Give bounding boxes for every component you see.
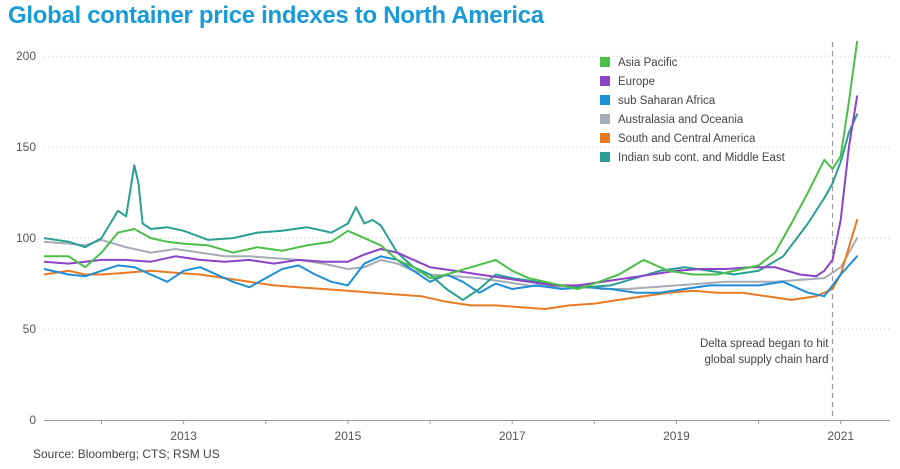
legend-swatch-europe (600, 76, 610, 86)
y-tick-label: 100 (16, 231, 36, 245)
grid (44, 55, 890, 330)
x-tick-label: 2021 (827, 429, 854, 443)
axes: 0 50 100 150 200 2013 2015 2017 2019 2021 (16, 49, 890, 443)
series-line-asia-pacific (44, 40, 859, 290)
series-lines (44, 40, 859, 310)
legend: Asia Pacific Europe sub Saharan Africa Aust… (600, 57, 786, 164)
y-tick-label: 0 (29, 413, 36, 427)
legend-swatch-sub-saharan-africa (600, 95, 610, 105)
legend-label-australasia-and-oceania: Australasia and Oceania (618, 114, 744, 126)
y-tick-label: 200 (16, 49, 36, 63)
series-line-sub-saharan-africa (44, 255, 859, 298)
annotation-text: global supply chain hard (704, 354, 828, 366)
x-tick-label: 2013 (170, 429, 197, 443)
source-note: Source: Bloomberg; CTS; RSM US (33, 447, 220, 461)
series-line-south-and-central-america (44, 218, 859, 310)
legend-label-europe: Europe (618, 76, 655, 88)
legend-swatch-asia-pacific (600, 57, 610, 67)
legend-swatch-australasia-and-oceania (600, 114, 610, 124)
legend-label-south-and-central-america: South and Central America (618, 133, 756, 145)
y-tick-label: 150 (16, 140, 36, 154)
annotation-text: Delta spread began to hit (700, 338, 829, 350)
legend-label-indian-sub-cont-and-middle-east: Indian sub cont. and Middle East (618, 152, 786, 164)
series-line-europe (44, 95, 859, 287)
legend-label-asia-pacific: Asia Pacific (618, 57, 678, 69)
legend-swatch-indian-sub-cont-and-middle-east (600, 152, 610, 162)
annotation: Delta spread began to hit global supply c… (700, 42, 834, 420)
x-tick-label: 2015 (335, 429, 362, 443)
chart-title: Global container price indexes to North … (8, 2, 544, 29)
series-line-indian-sub-cont-and-middle-east (44, 113, 859, 301)
x-tick-label: 2019 (663, 429, 690, 443)
x-tick-label: 2017 (499, 429, 526, 443)
y-tick-label: 50 (23, 322, 37, 336)
legend-label-sub-saharan-africa: sub Saharan Africa (618, 95, 716, 107)
legend-swatch-south-and-central-america (600, 133, 610, 143)
